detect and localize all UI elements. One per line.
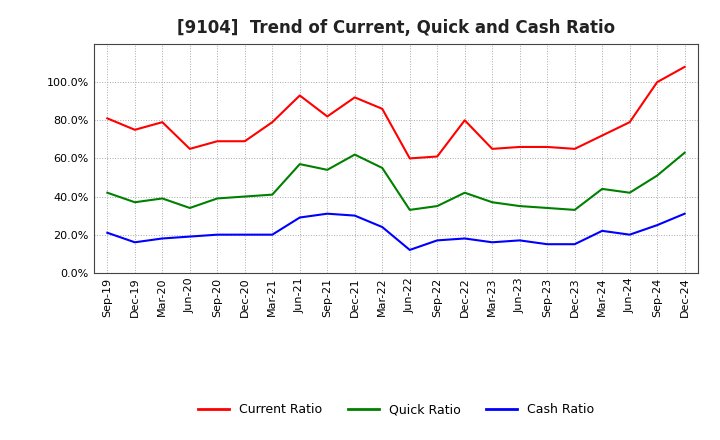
Quick Ratio [295,161,304,167]
Quick Ratio [433,203,441,209]
Quick Ratio [103,190,112,195]
Current Ratio [186,146,194,151]
Quick Ratio [240,194,249,199]
Cash Ratio [405,247,414,253]
Quick Ratio [488,200,497,205]
Quick Ratio [598,186,606,191]
Cash Ratio [570,242,579,247]
Cash Ratio [130,240,139,245]
Cash Ratio [323,211,332,216]
Current Ratio [570,146,579,151]
Legend: Current Ratio, Quick Ratio, Cash Ratio: Current Ratio, Quick Ratio, Cash Ratio [193,398,599,421]
Current Ratio [626,120,634,125]
Current Ratio [323,114,332,119]
Cash Ratio [213,232,222,237]
Quick Ratio [680,150,689,155]
Current Ratio [378,106,387,111]
Current Ratio [213,139,222,144]
Cash Ratio [103,230,112,235]
Current Ratio [680,64,689,70]
Cash Ratio [351,213,359,218]
Cash Ratio [268,232,276,237]
Current Ratio [158,120,166,125]
Quick Ratio [323,167,332,172]
Quick Ratio [626,190,634,195]
Quick Ratio [460,190,469,195]
Quick Ratio [186,205,194,211]
Quick Ratio [570,207,579,213]
Line: Cash Ratio: Cash Ratio [107,214,685,250]
Current Ratio [543,144,552,150]
Cash Ratio [240,232,249,237]
Quick Ratio [378,165,387,171]
Cash Ratio [295,215,304,220]
Cash Ratio [433,238,441,243]
Cash Ratio [680,211,689,216]
Quick Ratio [351,152,359,157]
Current Ratio [598,133,606,138]
Quick Ratio [158,196,166,201]
Cash Ratio [626,232,634,237]
Current Ratio [351,95,359,100]
Quick Ratio [653,173,662,178]
Cash Ratio [543,242,552,247]
Current Ratio [295,93,304,98]
Cash Ratio [460,236,469,241]
Quick Ratio [268,192,276,197]
Cash Ratio [488,240,497,245]
Line: Quick Ratio: Quick Ratio [107,153,685,210]
Cash Ratio [378,224,387,230]
Quick Ratio [516,203,524,209]
Cash Ratio [598,228,606,234]
Cash Ratio [653,223,662,228]
Cash Ratio [516,238,524,243]
Title: [9104]  Trend of Current, Quick and Cash Ratio: [9104] Trend of Current, Quick and Cash … [177,19,615,37]
Cash Ratio [158,236,166,241]
Current Ratio [516,144,524,150]
Cash Ratio [186,234,194,239]
Current Ratio [460,117,469,123]
Quick Ratio [543,205,552,211]
Current Ratio [488,146,497,151]
Quick Ratio [213,196,222,201]
Quick Ratio [405,207,414,213]
Current Ratio [405,156,414,161]
Current Ratio [103,116,112,121]
Current Ratio [268,120,276,125]
Current Ratio [433,154,441,159]
Quick Ratio [130,200,139,205]
Current Ratio [130,127,139,132]
Current Ratio [653,80,662,85]
Current Ratio [240,139,249,144]
Line: Current Ratio: Current Ratio [107,67,685,158]
